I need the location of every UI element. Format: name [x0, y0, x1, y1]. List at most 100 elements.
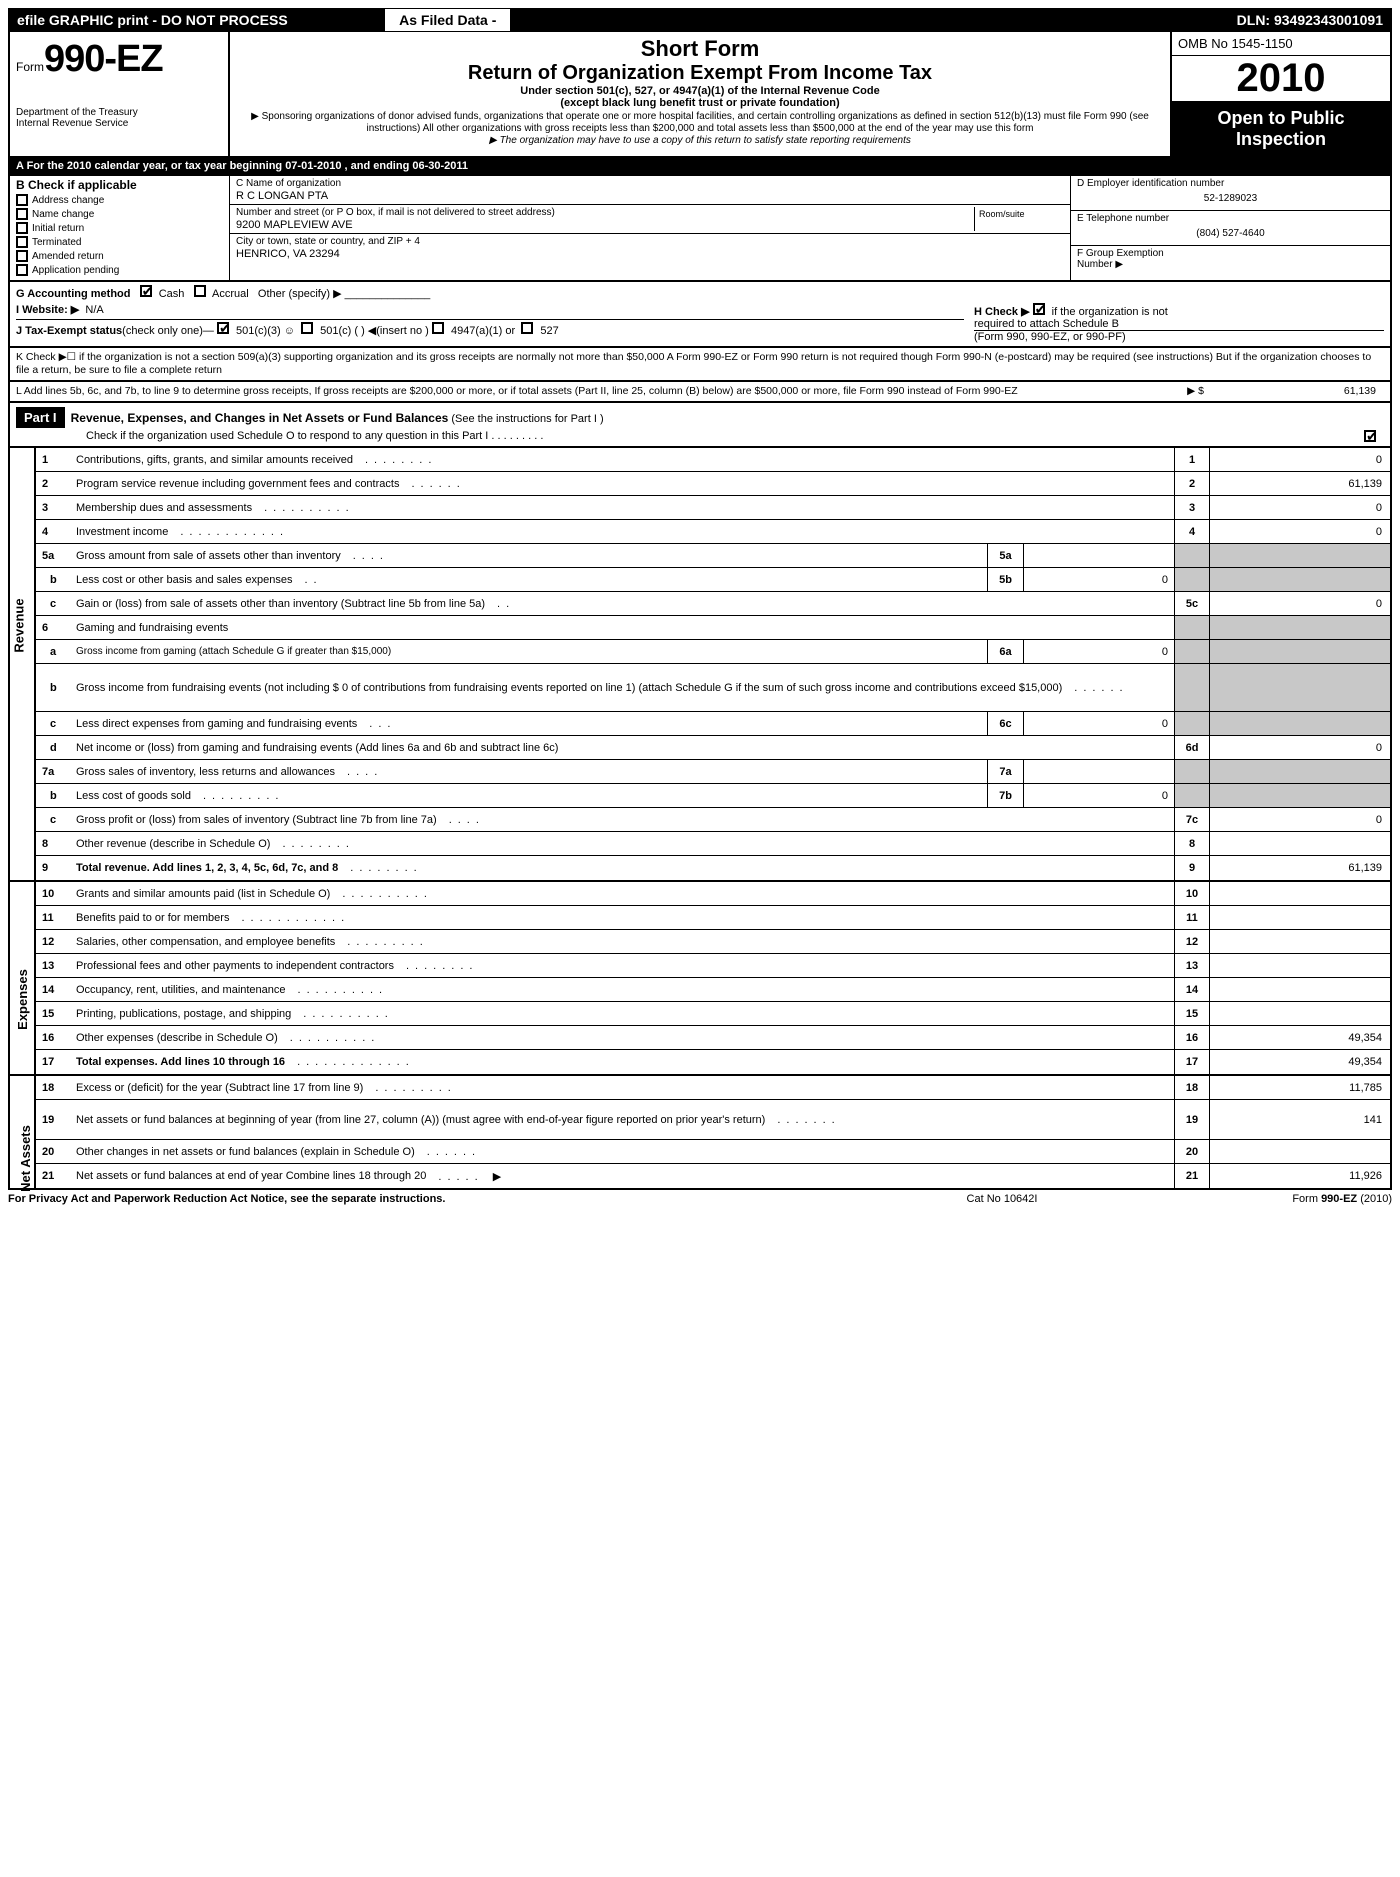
org-details-col: C Name of organization R C LONGAN PTA Nu…	[230, 176, 1070, 280]
checkbox-schedule-o[interactable]	[1364, 430, 1376, 442]
org-name-label: C Name of organization	[236, 178, 1064, 189]
street-value: 9200 MAPLEVIEW AVE	[236, 219, 974, 231]
line-18: 18 Excess or (deficit) for the year (Sub…	[36, 1076, 1390, 1100]
line-8: 8 Other revenue (describe in Schedule O)…	[36, 832, 1390, 856]
org-name-value: R C LONGAN PTA	[236, 190, 1064, 202]
ein-value: 52-1289023	[1077, 193, 1384, 204]
expenses-side-label: Expenses	[10, 882, 36, 1074]
form-header: Form990-EZ Department of the Treasury In…	[8, 32, 1392, 158]
city-value: HENRICO, VA 23294	[236, 248, 1064, 260]
part1-subtitle: (See the instructions for Part I )	[451, 413, 603, 425]
top-bar-dln: DLN: 93492343001091	[1229, 9, 1391, 31]
top-bar-mid: As Filed Data -	[383, 9, 512, 31]
checkbox-h[interactable]	[1033, 303, 1045, 315]
checkbox-icon[interactable]	[16, 194, 28, 206]
expenses-table: Expenses 10 Grants and similar amounts p…	[8, 882, 1392, 1076]
line-21: 21 Net assets or fund balances at end of…	[36, 1164, 1390, 1188]
line-6a: a Gross income from gaming (attach Sched…	[36, 640, 1390, 664]
website-value: N/A	[85, 304, 103, 316]
dept-irs: Internal Revenue Service	[16, 118, 222, 129]
footer-cat: Cat No 10642I	[872, 1193, 1132, 1205]
line-6d: d Net income or (loss) from gaming and f…	[36, 736, 1390, 760]
org-city-cell: City or town, state or country, and ZIP …	[230, 234, 1070, 262]
j-label: J Tax-Exempt status	[16, 325, 122, 337]
org-street-cell: Number and street (or P O box, if mail i…	[230, 205, 1070, 234]
i-label: I Website: ▶	[16, 304, 79, 316]
form-prefix: Form	[16, 60, 44, 74]
line-19: 19 Net assets or fund balances at beginn…	[36, 1100, 1390, 1140]
checkbox-cash[interactable]	[140, 285, 152, 297]
line-12: 12 Salaries, other compensation, and emp…	[36, 930, 1390, 954]
checkbox-icon[interactable]	[16, 264, 28, 276]
l-amount: 61,139	[1204, 385, 1384, 398]
checkbox-icon[interactable]	[16, 208, 28, 220]
checkbox-accrual[interactable]	[194, 285, 206, 297]
check-amended[interactable]: Amended return	[16, 250, 223, 262]
header-center: Short Form Return of Organization Exempt…	[230, 32, 1170, 156]
netassets-table: Net Assets 18 Excess or (deficit) for th…	[8, 1076, 1392, 1190]
dept-treasury: Department of the Treasury	[16, 107, 222, 118]
inspection-line2: Inspection	[1176, 129, 1386, 150]
org-info-section: B Check if applicable Address change Nam…	[8, 176, 1392, 282]
part1-header-row: Part I Revenue, Expenses, and Changes in…	[8, 403, 1392, 448]
line-9: 9 Total revenue. Add lines 1, 2, 3, 4, 5…	[36, 856, 1390, 880]
form-number: 990-EZ	[44, 38, 163, 80]
check-initial-return[interactable]: Initial return	[16, 222, 223, 234]
ein-cell: D Employer identification number 52-1289…	[1071, 176, 1390, 211]
header-left: Form990-EZ Department of the Treasury In…	[10, 32, 230, 156]
k-instruction: K Check ▶☐ if the organization is not a …	[8, 348, 1392, 382]
id-col: D Employer identification number 52-1289…	[1070, 176, 1390, 280]
check-name-change[interactable]: Name change	[16, 208, 223, 220]
line-7a: 7a Gross sales of inventory, less return…	[36, 760, 1390, 784]
line-17: 17 Total expenses. Add lines 10 through …	[36, 1050, 1390, 1074]
line-16: 16 Other expenses (describe in Schedule …	[36, 1026, 1390, 1050]
checkbox-501c3[interactable]	[217, 322, 229, 334]
org-name-cell: C Name of organization R C LONGAN PTA	[230, 176, 1070, 205]
line-2: 2 Program service revenue including gove…	[36, 472, 1390, 496]
part1-label: Part I	[16, 407, 65, 428]
top-bar: efile GRAPHIC print - DO NOT PROCESS As …	[8, 8, 1392, 32]
phone-label: E Telephone number	[1077, 213, 1384, 224]
revenue-lines: 1 Contributions, gifts, grants, and simi…	[36, 448, 1390, 880]
line-11: 11 Benefits paid to or for members......…	[36, 906, 1390, 930]
part1-title: Revenue, Expenses, and Changes in Net As…	[71, 411, 449, 425]
line-13: 13 Professional fees and other payments …	[36, 954, 1390, 978]
ein-label: D Employer identification number	[1077, 178, 1384, 189]
tax-year: 2010	[1172, 56, 1390, 102]
omb-number: OMB No 1545-1150	[1172, 32, 1390, 56]
line-4: 4 Investment income............ 4 0	[36, 520, 1390, 544]
check-applicable-col: B Check if applicable Address change Nam…	[10, 176, 230, 280]
group-label2: Number ▶	[1077, 259, 1384, 270]
footer: For Privacy Act and Paperwork Reduction …	[8, 1190, 1392, 1208]
line-7c: c Gross profit or (loss) from sales of i…	[36, 808, 1390, 832]
inspection-line1: Open to Public	[1176, 108, 1386, 129]
revenue-table: Revenue 1 Contributions, gifts, grants, …	[8, 448, 1392, 882]
netassets-side-label: Net Assets	[10, 1076, 36, 1188]
line-1: 1 Contributions, gifts, grants, and simi…	[36, 448, 1390, 472]
check-address-change[interactable]: Address change	[16, 194, 223, 206]
inspection-badge: Open to Public Inspection	[1172, 102, 1390, 156]
state-reporting-note: ▶ The organization may have to use a cop…	[240, 135, 1160, 146]
checkbox-icon[interactable]	[16, 250, 28, 262]
calendar-year-row: A For the 2010 calendar year, or tax yea…	[8, 158, 1392, 176]
h-text2: required to attach Schedule B	[974, 318, 1384, 330]
checkbox-icon[interactable]	[16, 236, 28, 248]
line-5b: b Less cost or other basis and sales exp…	[36, 568, 1390, 592]
checkbox-4947[interactable]	[432, 322, 444, 334]
room-suite-label: Room/suite	[974, 207, 1064, 231]
footer-privacy: For Privacy Act and Paperwork Reduction …	[8, 1193, 872, 1205]
line-5c: c Gain or (loss) from sale of assets oth…	[36, 592, 1390, 616]
check-pending[interactable]: Application pending	[16, 264, 223, 276]
l-instruction-row: L Add lines 5b, 6c, and 7b, to line 9 to…	[8, 382, 1392, 403]
line-5a: 5a Gross amount from sale of assets othe…	[36, 544, 1390, 568]
section-b-header: B Check if applicable	[16, 178, 223, 192]
checkbox-icon[interactable]	[16, 222, 28, 234]
street-label: Number and street (or P O box, if mail i…	[236, 207, 974, 218]
line-3: 3 Membership dues and assessments.......…	[36, 496, 1390, 520]
h-text3: (Form 990, 990-EZ, or 990-PF)	[974, 330, 1384, 343]
check-terminated[interactable]: Terminated	[16, 236, 223, 248]
checkbox-527[interactable]	[521, 322, 533, 334]
g-label: G Accounting method	[16, 288, 130, 300]
checkbox-501c[interactable]	[301, 322, 313, 334]
l-amount-label: ▶ $	[1124, 385, 1204, 398]
